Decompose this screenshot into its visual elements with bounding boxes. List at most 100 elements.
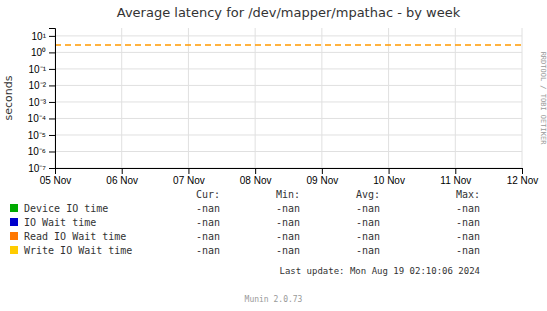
legend-header: Cur: <box>196 189 220 200</box>
x-axis: 05 Nov 06 Nov 07 Nov 08 Nov 09 Nov 10 Nov 11 N… <box>40 168 539 186</box>
grid-line-y <box>55 68 522 69</box>
tick-mark <box>389 168 390 174</box>
legend-entry: Read IO Wait time <box>24 231 126 242</box>
footer: Last update: Mon Aug 19 02:10:06 2024 <box>280 266 480 276</box>
tick: 10⁻² <box>29 80 55 91</box>
tick-mark <box>49 85 55 86</box>
tick-label: 09 Nov <box>307 175 339 186</box>
grid-line-y <box>55 134 522 135</box>
legend-value: -nan <box>276 217 300 228</box>
tick: 06 Nov <box>106 168 138 186</box>
tick-mark <box>49 118 55 119</box>
grid-line-y <box>55 85 522 86</box>
watermark: Munin 2.0.73 <box>245 295 303 304</box>
tick-mark <box>49 151 55 152</box>
tick: 09 Nov <box>307 168 339 186</box>
grid-line-x <box>321 28 322 168</box>
legend-value: -nan <box>196 217 220 228</box>
tick-label: 07 Nov <box>173 175 205 186</box>
grid-line-x <box>255 28 256 168</box>
grid-line-x <box>388 28 389 168</box>
chart: 05 Nov 06 Nov 07 Nov 08 Nov 09 Nov 10 Nov 11 N… <box>0 0 547 311</box>
plot-area <box>55 45 522 46</box>
tick: 10⁻⁵ <box>28 130 55 141</box>
tick-mark <box>322 168 323 174</box>
legend-entry: Write IO Wait time <box>24 245 132 256</box>
tick: 08 Nov <box>240 168 272 186</box>
legend-swatch <box>10 218 18 226</box>
tick-label: 06 Nov <box>106 175 138 186</box>
tick: 10⁻⁴ <box>28 113 55 124</box>
tick-mark <box>49 69 55 70</box>
grid-line-y <box>55 101 522 102</box>
grid-line-y <box>55 118 522 119</box>
legend-swatch <box>10 232 18 240</box>
tick-mark <box>49 102 55 103</box>
tick-label: 10⁻⁴ <box>28 113 46 124</box>
tick-mark <box>455 168 456 174</box>
y-axis: 10⁻⁷ 10⁻⁶ 10⁻⁵ 10⁻⁴ 10⁻³ 10⁻² 10⁻¹ 10⁰ 10¹ <box>28 29 56 174</box>
legend-value: -nan <box>356 231 380 242</box>
tick-label: 08 Nov <box>240 175 272 186</box>
tick: 10¹ <box>32 31 55 42</box>
reference-line <box>55 44 522 46</box>
tick: 10 Nov <box>373 168 405 186</box>
tick-mark <box>49 36 55 37</box>
tick: 10⁻³ <box>29 97 55 108</box>
tick-mark <box>49 168 55 169</box>
legend-value: -nan <box>356 245 380 256</box>
tick-label: 10⁻⁵ <box>28 130 46 141</box>
legend-value: -nan <box>276 203 300 214</box>
tick: 10⁰ <box>31 47 55 58</box>
legend-value: -nan <box>456 245 480 256</box>
tick-mark <box>49 52 55 53</box>
legend-value: -nan <box>196 203 220 214</box>
tick-label: 10¹ <box>32 31 47 42</box>
axis-line <box>49 29 56 169</box>
tick: 10⁻¹ <box>29 64 55 75</box>
title: Average latency for /dev/mapper/mpathac … <box>117 5 461 20</box>
tick: 10⁻⁶ <box>28 146 55 157</box>
tick-label: 10⁰ <box>31 47 46 58</box>
tick-label: 10⁻³ <box>29 97 47 108</box>
tick-mark <box>188 168 189 174</box>
legend-value: -nan <box>456 231 480 242</box>
tick-label: 10 Nov <box>373 175 405 186</box>
tick-label: 10⁻² <box>29 80 47 91</box>
legend-value: -nan <box>456 217 480 228</box>
tick-label: 05 Nov <box>40 175 72 186</box>
tick-mark <box>49 135 55 136</box>
grid-line-x <box>455 28 456 168</box>
grid-line-y <box>55 151 522 152</box>
legend-value: -nan <box>276 245 300 256</box>
tick: 11 Nov <box>440 168 471 186</box>
legend-header: Max: <box>456 189 480 200</box>
legend-header: Min: <box>276 189 300 200</box>
tick-label: 10⁻¹ <box>29 64 47 75</box>
legend-value: -nan <box>356 217 380 228</box>
axis-line <box>56 169 523 175</box>
legend-swatch <box>10 246 18 254</box>
side-label: RRDTOOL / TOBI OETIKER <box>539 52 547 146</box>
legend-entry: Device IO time <box>24 203 108 214</box>
tick-mark <box>522 168 523 174</box>
tick-label: 12 Nov <box>507 175 539 186</box>
tick-label: 11 Nov <box>440 175 471 186</box>
tick: 07 Nov <box>173 168 205 186</box>
legend-header: Avg: <box>356 189 380 200</box>
grid <box>55 28 522 168</box>
legend-value: -nan <box>196 231 220 242</box>
grid-line-x <box>121 28 122 168</box>
grid-line-x <box>188 28 189 168</box>
tick-label: 10⁻⁶ <box>28 146 46 157</box>
legend-entry: IO Wait time <box>24 217 96 228</box>
grid-line-y <box>55 52 522 53</box>
legend-swatch <box>10 204 18 212</box>
tick-mark <box>122 168 123 174</box>
legend-value: -nan <box>356 203 380 214</box>
tick: 10⁻⁷ <box>28 163 55 174</box>
legend-value: -nan <box>276 231 300 242</box>
tick: 12 Nov <box>507 168 539 186</box>
axis-title: seconds <box>2 75 15 120</box>
grid-line-x <box>522 28 523 168</box>
